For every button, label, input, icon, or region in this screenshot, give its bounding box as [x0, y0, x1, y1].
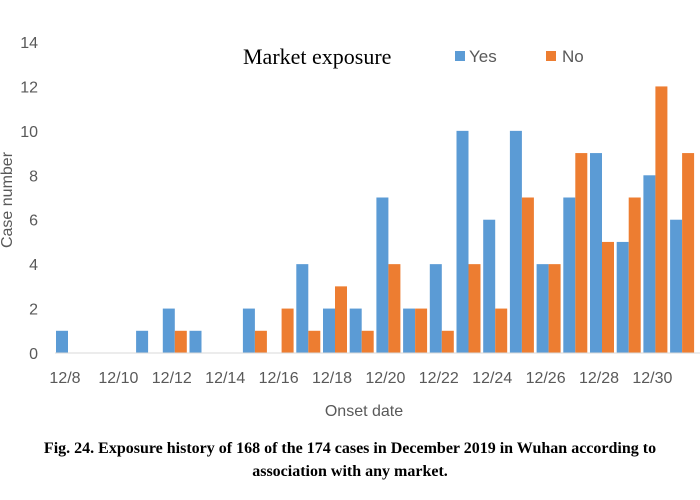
bar-no — [602, 241, 614, 353]
bar-yes — [136, 330, 149, 353]
bar-yes — [189, 330, 202, 353]
x-tick-label: 12/18 — [312, 370, 352, 387]
bar-no — [281, 308, 294, 353]
bar-no — [361, 330, 374, 353]
bar-no — [682, 153, 695, 353]
bar-no — [628, 197, 641, 353]
y-tick-label: 12 — [20, 79, 38, 96]
bar-yes — [563, 197, 576, 353]
bar-yes — [509, 130, 522, 353]
bar-no — [254, 330, 267, 353]
bar-yes — [429, 264, 442, 353]
y-axis-ticks: 0 2 4 6 8 10 12 14 — [20, 35, 38, 363]
legend-no-label: No — [562, 47, 584, 66]
bar-no — [495, 308, 508, 353]
legend-yes-swatch — [455, 51, 465, 61]
x-tick-label: 12/8 — [49, 370, 80, 387]
x-axis-ticks: 12/8 12/10 12/12 12/14 12/16 12/18 12/20 12/22 1… — [49, 370, 672, 387]
x-tick-label: 12/16 — [259, 370, 299, 387]
bar-yes — [670, 219, 683, 353]
bar-yes — [376, 197, 389, 353]
y-tick-label: 2 — [29, 302, 38, 319]
x-tick-label: 12/12 — [152, 370, 192, 387]
bar-yes — [456, 130, 469, 353]
bar-no — [388, 264, 401, 353]
figure-caption-line-2: association with any market. — [252, 463, 448, 480]
x-tick-label: 12/22 — [419, 370, 459, 387]
bar-no — [468, 264, 481, 353]
x-tick-label: 12/26 — [526, 370, 566, 387]
x-tick-label: 12/30 — [632, 370, 672, 387]
bar-yes — [590, 153, 602, 353]
bar-no — [308, 330, 321, 353]
legend: Yes No — [455, 47, 584, 66]
bar-yes — [483, 219, 496, 353]
bar-yes — [536, 264, 549, 353]
bar-no — [335, 286, 347, 353]
bar-no — [548, 264, 561, 353]
y-tick-label: 8 — [29, 168, 38, 185]
bar-yes — [403, 308, 416, 353]
x-tick-label: 12/28 — [579, 370, 619, 387]
bar-yes — [162, 308, 175, 353]
bar-no — [655, 86, 668, 353]
x-tick-label: 12/24 — [472, 370, 512, 387]
bar-yes — [616, 241, 629, 353]
bar-yes — [323, 308, 335, 353]
y-axis-title: Case number — [0, 151, 16, 248]
bar-no — [575, 153, 588, 353]
x-tick-label: 12/14 — [205, 370, 245, 387]
x-tick-label: 12/10 — [98, 370, 138, 387]
bar-no — [521, 197, 534, 353]
y-tick-label: 0 — [29, 346, 38, 363]
y-tick-label: 6 — [29, 213, 38, 230]
bar-no — [441, 330, 454, 353]
bar-yes — [643, 175, 656, 353]
bar-yes — [56, 330, 68, 353]
bar-yes — [349, 308, 362, 353]
x-axis-title: Onset date — [325, 403, 403, 420]
bar-yes — [242, 308, 255, 353]
y-tick-label: 4 — [29, 257, 38, 274]
chart-title: Market exposure — [243, 44, 391, 69]
legend-yes-label: Yes — [469, 47, 497, 66]
legend-no-swatch — [546, 51, 556, 61]
bar-no — [415, 308, 428, 353]
y-tick-label: 14 — [20, 35, 38, 52]
y-tick-label: 10 — [20, 124, 38, 141]
bar-no — [174, 330, 187, 353]
figure-caption-line-1: Fig. 24. Exposure history of 168 of the … — [43, 440, 657, 457]
x-tick-label: 12/20 — [365, 370, 405, 387]
bars — [56, 86, 695, 353]
bar-yes — [296, 264, 309, 353]
